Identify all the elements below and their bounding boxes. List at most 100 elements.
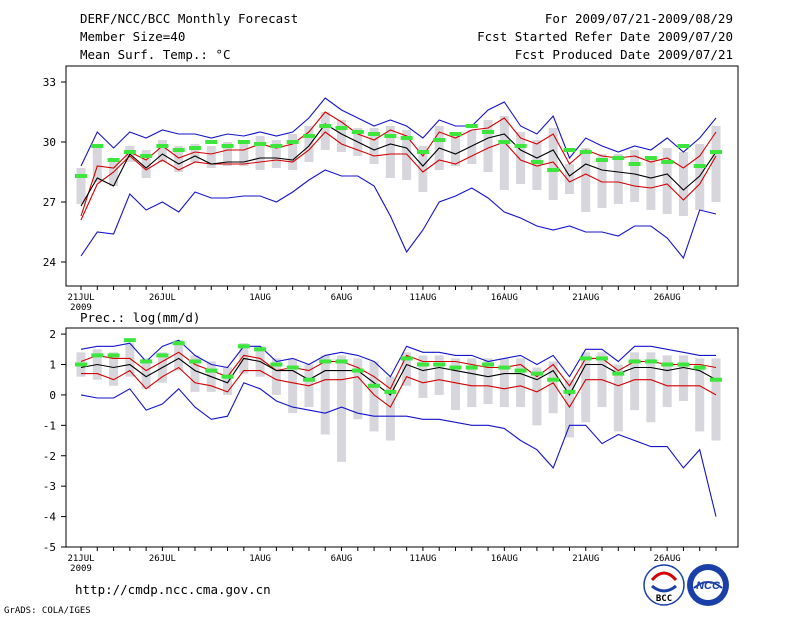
- spread-bar: [271, 140, 281, 168]
- spread-bar: [613, 154, 623, 204]
- marker-dash: [302, 377, 315, 382]
- temp-panel-title: Mean Surf. Temp.: °C: [80, 47, 231, 62]
- spread-bar: [288, 358, 298, 414]
- bcc-logo-text: BCC: [656, 594, 672, 604]
- x-tick-label: 1AUG: [249, 293, 271, 303]
- marker-dash: [547, 377, 560, 382]
- marker-dash: [400, 356, 413, 361]
- spread-bar: [157, 140, 167, 162]
- spread-bar: [76, 168, 86, 204]
- spread-bar: [109, 352, 119, 386]
- spread-bar: [483, 120, 493, 172]
- marker-dash: [237, 140, 250, 144]
- y-tick-label: 27: [43, 196, 56, 209]
- spread-bar: [499, 116, 509, 190]
- marker-dash: [433, 362, 446, 367]
- spread-bar: [678, 355, 688, 401]
- spread-bar: [564, 164, 574, 194]
- marker-dash: [172, 341, 185, 346]
- marker-dash: [449, 365, 462, 370]
- marker-dash: [644, 359, 657, 364]
- spread-bar: [141, 358, 151, 389]
- spread-bar: [174, 146, 184, 172]
- marker-dash: [693, 164, 706, 168]
- y-tick-label: -4: [43, 511, 57, 524]
- spread-bar: [353, 358, 363, 420]
- marker-dash: [384, 389, 397, 394]
- x-tick-label: 21JUL: [67, 554, 94, 564]
- forecast-period: For 2009/07/21-2009/08/29: [545, 11, 733, 26]
- y-tick-label: 30: [43, 136, 56, 149]
- marker-dash: [221, 144, 234, 148]
- x-year-label: 2009: [70, 303, 92, 313]
- x-tick-label: 26JUL: [149, 554, 176, 564]
- spread-bar: [711, 358, 721, 441]
- marker-dash: [188, 359, 201, 364]
- x-tick-label: 11AUG: [409, 293, 436, 303]
- spread-bar: [532, 140, 542, 190]
- marker-dash: [433, 138, 446, 142]
- member-size-label: Member Size=40: [80, 29, 185, 44]
- x-tick-label: 21AUG: [572, 554, 599, 564]
- precipitation-panel: 2 1 0 -1 -2 -3 -4 -5 21JUL 26JUL 1AUG 6AUG 11AUG 16AU…: [43, 327, 739, 574]
- spread-bar: [320, 112, 330, 150]
- spread-bar: [695, 144, 705, 210]
- ncc-logo: NCC: [687, 564, 729, 606]
- spread-bar: [695, 358, 705, 432]
- x-tick-label: 11AUG: [409, 554, 436, 564]
- x-year-label: 2009: [70, 564, 92, 574]
- spread-bar: [581, 352, 591, 423]
- marker-dash: [351, 368, 364, 373]
- min-line: [80, 382, 717, 517]
- marker-dash: [368, 383, 381, 388]
- x-tick-label: 21AUG: [572, 293, 599, 303]
- marker-dash: [498, 140, 511, 144]
- marker-dash: [416, 150, 429, 154]
- y-tick-label: 0: [49, 389, 56, 402]
- marker-dash: [351, 130, 364, 134]
- marker-dash: [596, 158, 609, 162]
- spread-bar: [223, 367, 233, 395]
- marker-dash: [205, 140, 218, 144]
- min-line: [80, 169, 717, 260]
- figure-title: DERF/NCC/BCC Monthly Forecast: [80, 11, 298, 26]
- spread-bar: [141, 150, 151, 178]
- spread-bar: [646, 156, 656, 210]
- marker-dash: [710, 150, 722, 154]
- marker-dash: [482, 130, 495, 134]
- spread-bar: [402, 352, 412, 386]
- max-line: [80, 97, 717, 167]
- spread-bar: [223, 142, 233, 166]
- marker-dash: [123, 150, 136, 154]
- y-tick-label: 33: [43, 76, 56, 89]
- x-tick-label: 26AUG: [654, 554, 681, 564]
- marker-dash: [91, 353, 104, 358]
- marker-dash: [254, 347, 267, 352]
- spread-bar: [581, 148, 591, 212]
- marker-dash: [579, 150, 592, 154]
- marker-dash: [661, 160, 674, 164]
- forecast-produced-date: Fcst Produced Date 2009/07/21: [515, 47, 733, 62]
- spread-bar: [678, 152, 688, 216]
- marker-dash: [644, 156, 657, 160]
- spread-bar: [711, 126, 721, 202]
- marker-dash: [91, 144, 104, 148]
- y-tick-label: 24: [43, 256, 57, 269]
- marker-dash: [319, 359, 332, 364]
- y-tick-label: -5: [43, 541, 56, 554]
- temperature-panel: 24 27 30 33 21JUL 26JUL 1AUG 6AUG 11AUG 16AUG 21AU…: [43, 65, 739, 313]
- bcc-logo: BCC: [643, 564, 685, 606]
- marker-dash: [270, 362, 283, 367]
- marker-dash: [302, 134, 315, 138]
- marker-dash: [270, 144, 283, 148]
- spread-bar: [255, 136, 265, 170]
- marker-dash: [205, 368, 218, 373]
- marker-dash: [465, 365, 478, 370]
- spread-bar: [532, 367, 542, 426]
- marker-dash: [612, 156, 625, 160]
- marker-dash: [221, 374, 234, 379]
- y-tick-label: 2: [49, 328, 56, 341]
- marker-dash: [530, 160, 543, 164]
- marker-dash: [547, 168, 560, 172]
